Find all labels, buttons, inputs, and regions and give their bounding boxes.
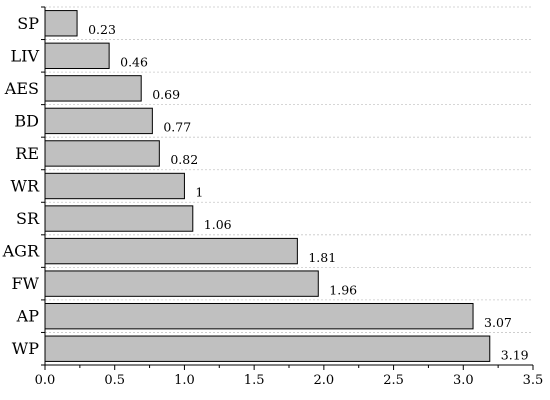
value-label: 0.77 [163, 120, 191, 135]
value-label: 0.46 [120, 55, 148, 70]
bar-ap [44, 302, 474, 330]
category-label: AGR [2, 242, 40, 261]
bar-wr [44, 172, 185, 200]
x-tick-label: 0.0 [35, 373, 56, 388]
value-label: 0.82 [170, 152, 198, 167]
value-label: 1.81 [308, 250, 336, 265]
bars [44, 10, 491, 362]
category-label: LIV [11, 46, 40, 65]
x-tick-label: 0.5 [104, 373, 125, 388]
bar-wp [44, 335, 491, 362]
value-label: 1.96 [329, 282, 357, 297]
category-labels: SP LIV AES BD RE WR SR AGR FW AP WP [2, 6, 45, 366]
category-label: SR [16, 209, 40, 228]
bar-re [44, 140, 160, 167]
category-label: AES [4, 79, 39, 98]
value-label: 3.07 [484, 315, 512, 330]
category-label: FW [11, 274, 39, 293]
category-label: BD [14, 111, 39, 130]
category-label: WP [12, 339, 39, 358]
x-tick-label: 2.0 [314, 373, 335, 388]
x-tick-label: 2.5 [383, 373, 404, 388]
category-label: RE [15, 144, 39, 163]
value-label: 0.69 [152, 87, 180, 102]
value-label: 0.23 [88, 22, 116, 37]
value-label: 1 [195, 185, 203, 200]
value-label: 1.06 [204, 217, 232, 232]
x-tick-label: 3.5 [523, 373, 544, 388]
bar-fw [44, 270, 319, 297]
bar-aes [44, 75, 142, 102]
category-label: SP [17, 14, 39, 33]
value-labels: 0.23 0.46 0.69 0.77 0.82 1 1.06 1.81 1.96 3.07 3.1… [88, 22, 529, 362]
x-tick-label: 3.0 [453, 373, 474, 388]
bar-sr [44, 205, 194, 232]
gridlines [45, 6, 533, 333]
x-tick-label: 1.5 [244, 373, 265, 388]
value-label: 3.19 [501, 347, 529, 362]
bar-sp [44, 10, 78, 37]
x-axis-ticks: 0.0 0.5 1.0 1.5 2.0 2.5 3.0 3.5 [35, 365, 544, 388]
x-tick-label: 1.0 [174, 373, 195, 388]
bar-liv [44, 42, 110, 70]
category-label: AP [16, 307, 40, 326]
bar-bd [44, 107, 153, 135]
category-label: WR [11, 177, 40, 196]
bar-agr [44, 237, 298, 265]
